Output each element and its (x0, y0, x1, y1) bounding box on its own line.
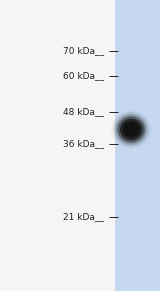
Ellipse shape (115, 114, 147, 145)
Text: 70 kDa__: 70 kDa__ (63, 47, 104, 55)
Text: 36 kDa__: 36 kDa__ (63, 140, 104, 148)
Ellipse shape (125, 124, 137, 135)
Text: 21 kDa__: 21 kDa__ (63, 212, 104, 221)
Bar (115, 0, 160, 291)
Ellipse shape (123, 121, 140, 138)
Text: 48 kDa__: 48 kDa__ (63, 108, 104, 116)
Ellipse shape (117, 116, 145, 143)
Ellipse shape (120, 119, 142, 140)
Text: 60 kDa__: 60 kDa__ (63, 71, 104, 80)
Ellipse shape (113, 112, 149, 147)
Ellipse shape (128, 127, 134, 132)
